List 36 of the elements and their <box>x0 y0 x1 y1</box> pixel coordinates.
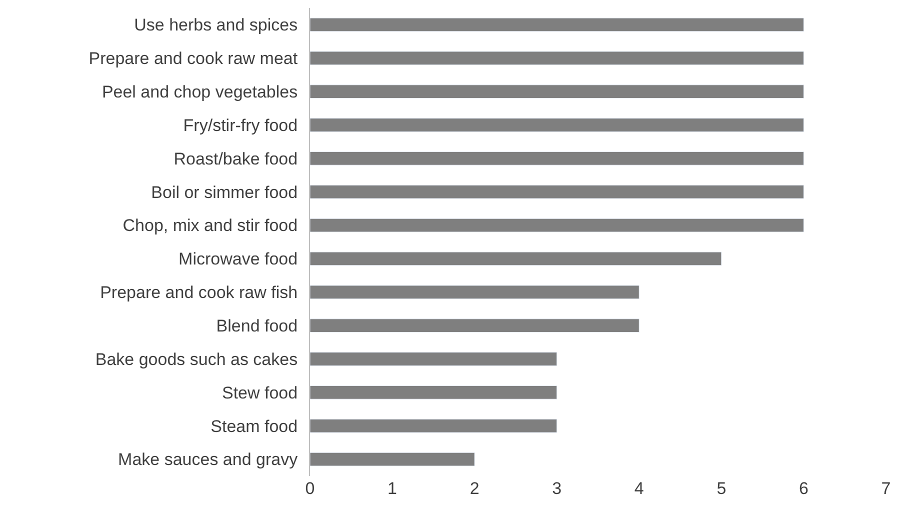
y-tick-label: Prepare and cook raw fish <box>100 283 298 302</box>
bar <box>310 385 558 400</box>
bar <box>310 252 722 266</box>
y-tick-label: Blend food <box>216 316 298 336</box>
y-tick-label: Roast/bake food <box>174 149 298 168</box>
bar <box>310 18 804 32</box>
x-tick-label: 5 <box>716 479 726 498</box>
bar <box>310 84 804 99</box>
y-tick-label: Stew food <box>222 383 298 402</box>
x-tick-label: 2 <box>470 479 480 498</box>
y-tick-label: Make sauces and gravy <box>118 450 298 470</box>
bar <box>310 218 804 232</box>
y-tick-label: Use herbs and spices <box>134 16 298 35</box>
y-tick-label: Boil or simmer food <box>151 182 298 202</box>
bar <box>310 51 804 66</box>
x-tick-label: 1 <box>388 479 398 498</box>
y-tick-label: Peel and chop vegetables <box>102 82 298 102</box>
x-tick-label: 7 <box>881 479 891 498</box>
y-tick-label: Bake goods such as cakes <box>95 350 298 369</box>
x-tick-label: 4 <box>634 479 644 498</box>
bar <box>310 318 640 333</box>
y-tick-label: Microwave food <box>178 250 298 269</box>
y-tick-label: Fry/stir-fry food <box>183 116 298 135</box>
x-tick-label: 0 <box>305 479 315 498</box>
y-tick-label: Chop, mix and stir food <box>122 216 298 236</box>
bar <box>310 418 558 433</box>
bar <box>310 151 804 166</box>
bar <box>310 285 640 300</box>
y-tick-label: Steam food <box>210 416 298 436</box>
bar <box>310 118 804 132</box>
x-tick-label: 3 <box>552 479 562 498</box>
x-tick-label: 6 <box>798 479 808 498</box>
bar <box>310 184 804 199</box>
y-tick-label: Prepare and cook raw meat <box>88 49 298 68</box>
bar <box>310 352 558 366</box>
bar <box>310 452 475 466</box>
